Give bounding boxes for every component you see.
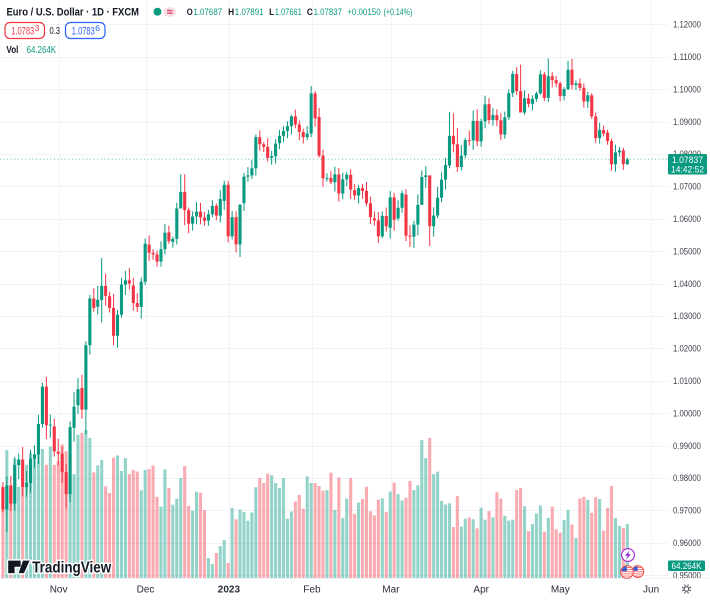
svg-text:0.3: 0.3 [50, 26, 61, 37]
svg-text:1.10000: 1.10000 [673, 84, 701, 95]
svg-text:1.0783: 1.0783 [72, 26, 95, 38]
svg-text:3: 3 [35, 23, 40, 33]
svg-text:(+0.14%): (+0.14%) [384, 7, 413, 17]
svg-text:Mar: Mar [382, 585, 400, 596]
svg-text:14:42:52: 14:42:52 [671, 164, 704, 175]
svg-text:0.99000: 0.99000 [673, 441, 701, 452]
svg-text:Euro / U.S. Dollar · 1D · FXCM: Euro / U.S. Dollar · 1D · FXCM [7, 7, 140, 19]
svg-text:1.02000: 1.02000 [673, 344, 701, 355]
svg-text:1.01000: 1.01000 [673, 376, 701, 387]
svg-text:1.07837: 1.07837 [672, 155, 703, 166]
svg-text:1.11000: 1.11000 [673, 52, 701, 63]
svg-text:1.07891: 1.07891 [235, 7, 264, 17]
svg-text:6: 6 [95, 23, 100, 33]
svg-text:L: L [269, 7, 274, 17]
svg-text:1.09000: 1.09000 [673, 117, 701, 128]
svg-text:Vol: Vol [6, 45, 18, 56]
svg-text:64.264K: 64.264K [672, 561, 702, 571]
svg-text:≈: ≈ [167, 6, 173, 18]
svg-text:0.98000: 0.98000 [673, 473, 701, 484]
svg-text:1.05000: 1.05000 [673, 246, 701, 257]
svg-text:0.97000: 0.97000 [673, 506, 701, 517]
svg-text:64.264K: 64.264K [27, 44, 56, 56]
svg-text:May: May [551, 585, 570, 596]
svg-text:1.07661: 1.07661 [275, 7, 302, 17]
svg-text:1.07837: 1.07837 [314, 7, 342, 17]
svg-text:Dec: Dec [137, 585, 155, 596]
svg-text:1.07000: 1.07000 [673, 182, 701, 193]
svg-text:C: C [307, 7, 313, 17]
svg-text:Jun: Jun [643, 585, 659, 596]
svg-text:1.04000: 1.04000 [673, 279, 701, 290]
svg-text:Apr: Apr [473, 585, 489, 596]
svg-text:0.96000: 0.96000 [673, 538, 701, 549]
svg-text:Nov: Nov [50, 585, 68, 596]
svg-text:H: H [228, 7, 234, 17]
svg-text:+0.00150: +0.00150 [347, 7, 381, 17]
svg-text:0.95000: 0.95000 [673, 570, 701, 581]
svg-text:2023: 2023 [218, 585, 241, 596]
svg-text:1.07687: 1.07687 [193, 7, 222, 17]
svg-text:Feb: Feb [303, 585, 321, 596]
svg-text:1.00000: 1.00000 [673, 408, 701, 419]
svg-text:1.12000: 1.12000 [673, 20, 701, 31]
svg-text:O: O [187, 7, 193, 17]
svg-text:1.0783: 1.0783 [11, 26, 34, 38]
svg-text:TradingView: TradingView [32, 559, 112, 576]
svg-text:1.06000: 1.06000 [673, 214, 701, 225]
svg-text:1.03000: 1.03000 [673, 311, 701, 322]
